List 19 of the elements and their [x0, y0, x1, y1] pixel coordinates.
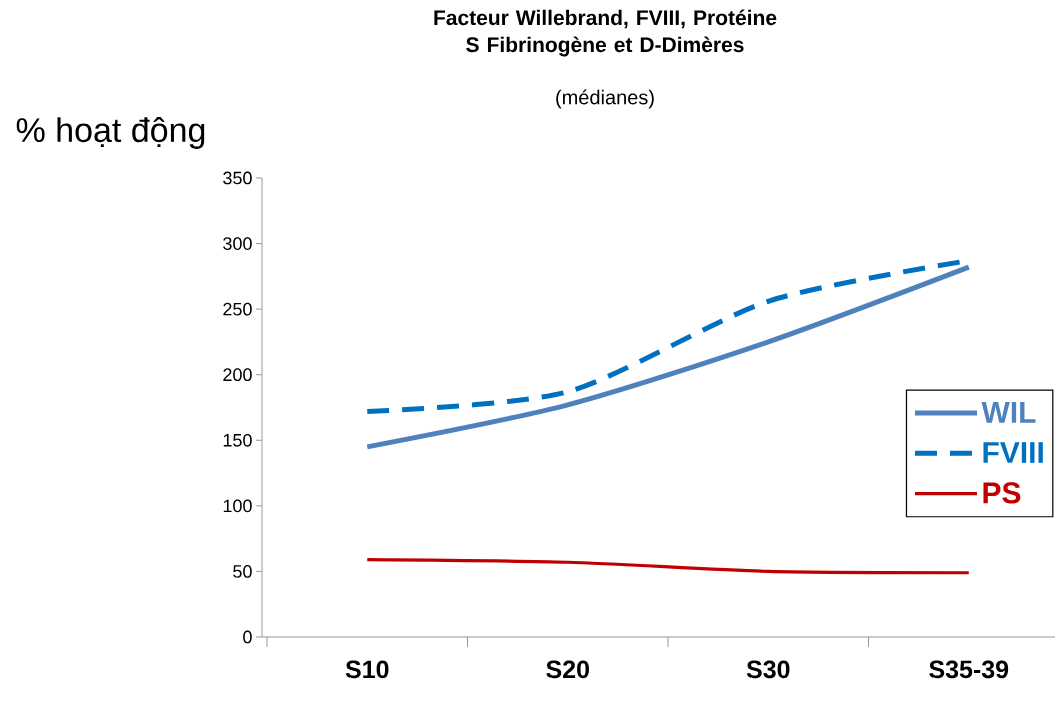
legend-label: PS: [983, 482, 1021, 504]
y-tick-label: 250: [223, 302, 252, 316]
y-tick-label: 0: [243, 630, 252, 644]
x-tick-label: S20: [546, 660, 589, 679]
line-series: [365, 558, 971, 575]
y-tick-label: 100: [223, 499, 252, 513]
chart-subtitle: (médianes): [556, 89, 654, 109]
legend-label: FVIII: [983, 442, 1043, 463]
text: % hoạt động: [16, 117, 205, 149]
y-tick-label: 350: [223, 171, 252, 185]
chart-title: Facteur Willebrand, FVIII, Protéine S Fibrinogène et D-Dimères: [434, 9, 777, 57]
y-tick-label: 300: [223, 237, 252, 250]
y-tick-label: 200: [223, 368, 252, 382]
x-tick-label: S35-39: [929, 660, 1009, 679]
x-tick-label: S30: [746, 660, 790, 679]
legend-label: WIL: [981, 402, 1036, 423]
x-tick-label: S10: [345, 660, 389, 679]
y-tick-label: 150: [223, 433, 252, 447]
y-tick-label: 50: [233, 565, 252, 578]
